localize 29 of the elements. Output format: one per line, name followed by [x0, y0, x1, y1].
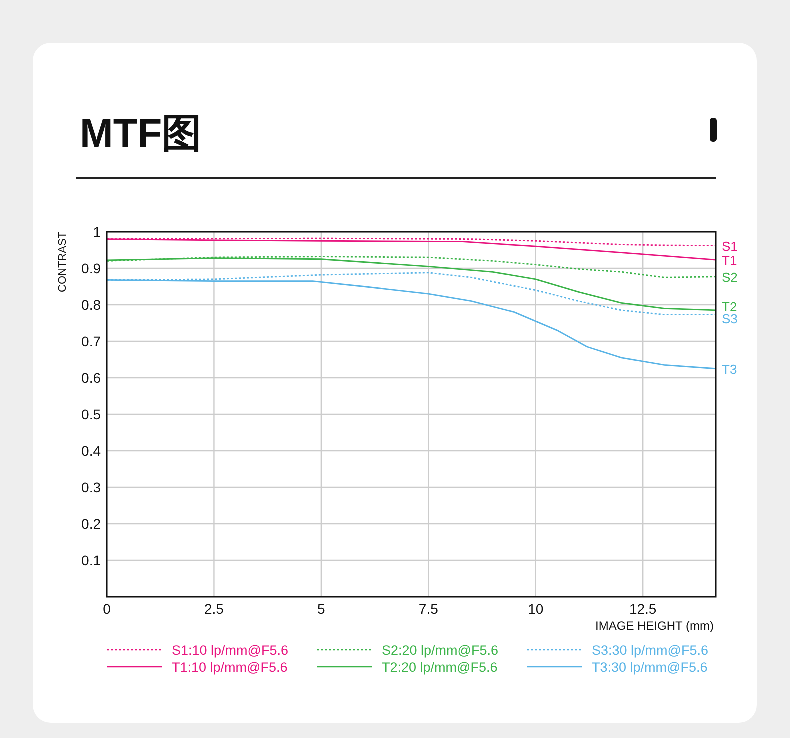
y-tick-label: 0.2	[82, 516, 102, 532]
x-tick-label: 10	[528, 601, 544, 617]
legend-label: S3:30 lp/mm@F5.6	[592, 643, 708, 658]
y-tick-label: 0.6	[82, 370, 102, 386]
y-tick-label: 0.8	[82, 297, 102, 313]
text: S2	[722, 270, 738, 285]
x-tick-label: 5	[318, 601, 326, 617]
legend-label: S1:10 lp/mm@F5.6	[172, 643, 288, 658]
legend-label: T2:20 lp/mm@F5.6	[382, 660, 498, 675]
chart-title: MTF图	[80, 112, 202, 156]
legend-label: T3:30 lp/mm@F5.6	[592, 660, 708, 675]
legend-label: S2:20 lp/mm@F5.6	[382, 643, 498, 658]
x-tick-label: 0	[103, 601, 112, 617]
y-axis-title: CONTRAST	[57, 232, 69, 292]
y-tick-label: 0.4	[82, 443, 102, 459]
y-tick-label: 0.5	[82, 406, 102, 422]
y-tick-label: 1	[93, 224, 102, 240]
x-tick-label: 2.5	[204, 601, 224, 617]
x-tick-label: 12.5	[629, 601, 657, 617]
text: T3	[722, 362, 738, 377]
x-tick-label: 7.5	[418, 601, 439, 617]
legend-label: T1:10 lp/mm@F5.6	[172, 660, 288, 675]
y-tick-label: 0.9	[82, 260, 102, 276]
text: T1	[722, 253, 738, 268]
y-tick-label: 0.3	[82, 480, 102, 496]
x-axis-title: IMAGE HEIGHT (mm)	[596, 619, 714, 633]
y-tick-label: 0.1	[82, 552, 102, 568]
text: S1	[722, 238, 738, 254]
y-tick-label: 0.7	[82, 334, 102, 350]
